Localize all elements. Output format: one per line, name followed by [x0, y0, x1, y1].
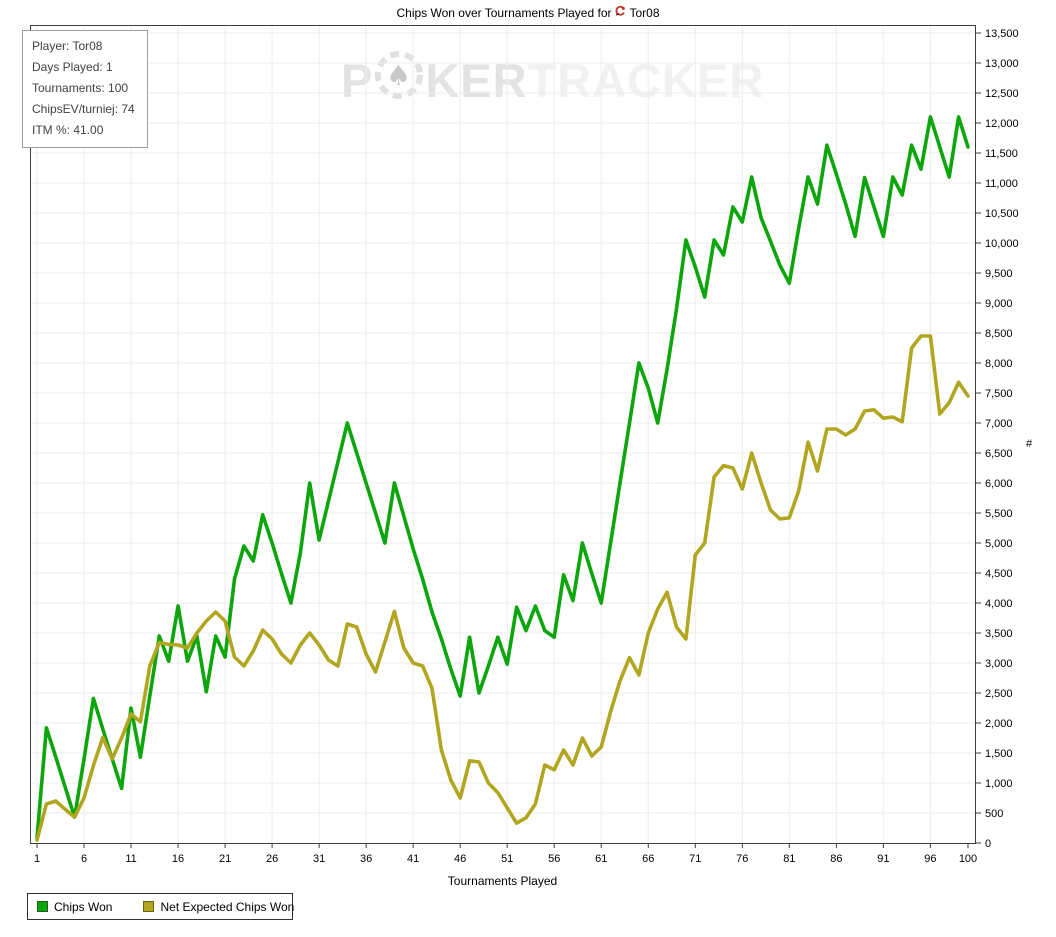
- y-axis-title: #: [1026, 438, 1033, 450]
- x-tick-label: 16: [172, 853, 184, 865]
- y-tick-label: 5,500: [985, 508, 1013, 520]
- y-tick-label: 3,000: [985, 658, 1013, 670]
- y-tick-label: 9,500: [985, 268, 1013, 280]
- x-tick-label: 6: [81, 853, 87, 865]
- y-tick-label: 2,000: [985, 718, 1013, 730]
- net-expected-swatch-icon: [143, 901, 155, 912]
- x-axis-title: Tournaments Played: [447, 874, 558, 888]
- legend-box: Chips Won Net Expected Chips Won: [27, 893, 294, 920]
- y-tick-label: 11,500: [985, 148, 1018, 160]
- chips-won-line: [35, 115, 970, 841]
- x-tick-label: 51: [501, 853, 513, 865]
- y-tick-label: 8,500: [985, 328, 1013, 340]
- y-tick-label: 12,500: [985, 88, 1019, 100]
- x-tick-label: 96: [924, 853, 936, 865]
- x-tick-label: 76: [736, 853, 748, 865]
- y-tick-label: 6,000: [985, 478, 1013, 490]
- info-tournaments: Tournaments: 100: [32, 81, 129, 95]
- x-tick-label: 26: [266, 853, 278, 865]
- y-tick-label: 10,500: [985, 208, 1019, 220]
- info-player: Player: Tor08: [32, 39, 103, 53]
- chart-title-player: Tor08: [629, 5, 660, 20]
- poker-chip-spade-icon: ♠: [373, 50, 425, 111]
- y-tick-label: 4,500: [985, 568, 1013, 580]
- x-tick-label: 46: [454, 853, 466, 865]
- chart-title: Chips Won over Tournaments Played for To…: [0, 5, 1056, 20]
- legend-label-chips-won: Chips Won: [54, 899, 113, 914]
- chart-title-text: Chips Won over Tournaments Played for: [396, 5, 612, 20]
- y-tick-label: 12,000: [985, 118, 1019, 130]
- y-tick-label: 11,000: [985, 178, 1018, 190]
- info-days-played: Days Played: 1: [32, 60, 113, 74]
- y-tick-label: 7,000: [985, 418, 1013, 430]
- player-info-box: Player: Tor08 Days Played: 1 Tournaments…: [22, 30, 148, 148]
- y-tick-label: 7,500: [985, 388, 1013, 400]
- legend-label-net-expected: Net Expected Chips Won: [160, 899, 295, 914]
- y-tick-label: 3,500: [985, 628, 1013, 640]
- legend-item-net-expected[interactable]: Net Expected Chips Won: [143, 900, 294, 914]
- x-tick-label: 81: [783, 853, 795, 865]
- y-tick-label: 1,000: [985, 778, 1013, 790]
- y-tick-label: 10,000: [985, 238, 1019, 250]
- x-tick-label: 66: [642, 853, 654, 865]
- x-tick-label: 36: [360, 853, 372, 865]
- info-itm-percent: ITM %: 41.00: [32, 123, 104, 137]
- x-tick-label: 61: [595, 853, 607, 865]
- legend-item-chips-won[interactable]: Chips Won: [37, 900, 112, 914]
- x-tick-label: 56: [548, 853, 560, 865]
- y-tick-label: 4,000: [985, 598, 1013, 610]
- info-chips-ev: ChipsEV/turniej: 74: [32, 102, 135, 116]
- x-tick-label: 41: [407, 853, 419, 865]
- x-tick-label: 100: [959, 853, 977, 865]
- svg-text:♠: ♠: [386, 59, 412, 92]
- y-tick-label: 2,500: [985, 688, 1013, 700]
- y-tick-label: 8,000: [985, 358, 1013, 370]
- chips-won-swatch-icon: [37, 901, 48, 912]
- y-tick-label: 5,000: [985, 538, 1013, 550]
- net-expected-chips-won-line: [35, 334, 970, 842]
- y-tick-label: 13,500: [985, 28, 1019, 40]
- y-tick-label: 6,500: [985, 448, 1013, 460]
- x-tick-label: 86: [830, 853, 842, 865]
- y-tick-label: 1,500: [985, 748, 1013, 760]
- y-tick-label: 13,000: [985, 58, 1019, 70]
- plot-border: [30, 25, 976, 844]
- x-tick-label: 11: [125, 853, 136, 865]
- y-tick-label: 9,000: [985, 298, 1013, 310]
- x-tick-label: 31: [313, 853, 325, 865]
- x-tick-label: 91: [877, 853, 889, 865]
- y-tick-label: 0: [985, 838, 991, 850]
- x-tick-label: 71: [689, 853, 701, 865]
- player-icon: [614, 5, 626, 20]
- x-tick-label: 21: [219, 853, 231, 865]
- x-tick-label: 1: [34, 853, 40, 865]
- y-tick-label: 500: [985, 808, 1003, 820]
